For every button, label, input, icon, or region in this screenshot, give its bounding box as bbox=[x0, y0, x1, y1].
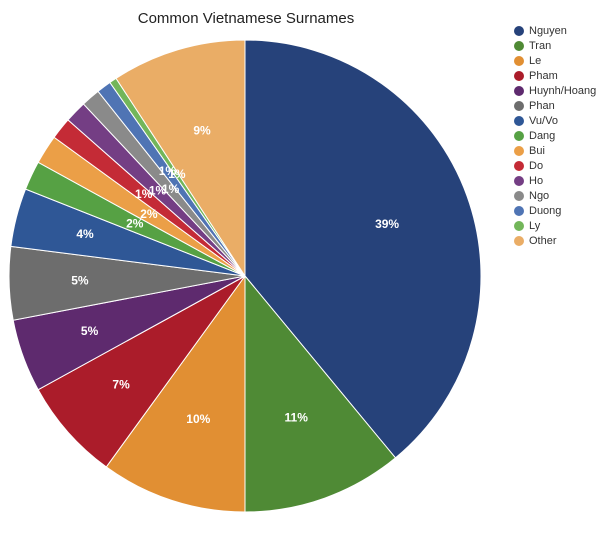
legend-label: Do bbox=[529, 160, 544, 172]
legend-label: Other bbox=[529, 235, 557, 247]
legend: Nguyen Tran Le Pham Huynh/Hoang Phan Vu/Vo Dang… bbox=[514, 24, 596, 249]
legend-item: Phan bbox=[514, 99, 596, 114]
legend-label: Ngo bbox=[529, 190, 550, 202]
legend-label: Le bbox=[529, 55, 542, 67]
legend-label: Ly bbox=[529, 220, 541, 232]
slice-label-nguyen: 39% bbox=[375, 217, 399, 231]
pie-chart: 39%11%10%7%5%5%4%2%2%1%1%1%1%1%9% bbox=[8, 39, 482, 513]
slice-label-duong: 1% bbox=[159, 164, 177, 178]
legend-label: Phan bbox=[529, 100, 555, 112]
slice-label-do: 1% bbox=[135, 187, 153, 201]
legend-label: Ho bbox=[529, 175, 544, 187]
pie-slice-le bbox=[105, 274, 246, 513]
legend-item: Ngo bbox=[514, 189, 596, 204]
slice-label-tran: 11% bbox=[285, 410, 309, 424]
legend-swatch bbox=[514, 100, 524, 111]
legend-label: Duong bbox=[529, 205, 562, 217]
legend-item: Ho bbox=[514, 174, 596, 189]
legend-item: Pham bbox=[514, 69, 596, 84]
legend-label: Vu/Vo bbox=[529, 115, 558, 127]
legend-item: Other bbox=[514, 234, 596, 249]
legend-swatch bbox=[514, 145, 524, 156]
legend-item: Bui bbox=[514, 144, 596, 159]
legend-swatch bbox=[514, 235, 524, 246]
legend-swatch bbox=[514, 40, 524, 51]
slice-label-other: 9% bbox=[193, 123, 211, 137]
legend-swatch bbox=[514, 205, 524, 216]
slice-label-ho: 1% bbox=[149, 183, 167, 197]
pie-slice-nguyen bbox=[244, 39, 482, 459]
legend-label: Pham bbox=[529, 70, 558, 82]
slice-label-bui: 2% bbox=[140, 207, 158, 221]
pie-slice-other bbox=[115, 39, 246, 278]
legend-label: Dang bbox=[529, 130, 556, 142]
legend-item: Nguyen bbox=[514, 24, 596, 39]
legend-swatch bbox=[514, 55, 524, 66]
legend-swatch bbox=[514, 115, 524, 126]
legend-label: Nguyen bbox=[529, 25, 567, 37]
legend-item: Ly bbox=[514, 219, 596, 234]
legend-swatch bbox=[514, 220, 524, 231]
legend-swatch bbox=[514, 175, 524, 186]
legend-swatch bbox=[514, 190, 524, 201]
legend-label: Huynh/Hoang bbox=[529, 85, 597, 97]
slice-label-phan: 5% bbox=[71, 273, 89, 287]
legend-swatch bbox=[514, 130, 524, 141]
legend-item: Dang bbox=[514, 129, 596, 144]
legend-swatch bbox=[514, 85, 524, 96]
slice-label-ly: 1% bbox=[168, 167, 186, 181]
slice-label-dang: 2% bbox=[126, 216, 144, 230]
pie-slice-tran bbox=[244, 274, 397, 513]
slice-label-ngo: 1% bbox=[162, 182, 180, 196]
slice-label-le: 10% bbox=[186, 412, 210, 426]
legend-swatch bbox=[514, 160, 524, 171]
slice-label-pham: 7% bbox=[112, 377, 130, 391]
legend-item: Vu/Vo bbox=[514, 114, 596, 129]
legend-swatch bbox=[514, 25, 524, 36]
slice-label-vu-vo: 4% bbox=[76, 227, 94, 241]
legend-swatch bbox=[514, 70, 524, 81]
chart-title: Common Vietnamese Surnames bbox=[137, 10, 355, 27]
legend-item: Le bbox=[514, 54, 596, 69]
legend-item: Duong bbox=[514, 204, 596, 219]
legend-item: Huynh/Hoang bbox=[514, 84, 596, 99]
legend-label: Bui bbox=[529, 145, 545, 157]
pie-slice-pham bbox=[37, 275, 246, 468]
legend-label: Tran bbox=[529, 40, 552, 52]
slice-label-huynh-hoang: 5% bbox=[81, 324, 99, 338]
legend-item: Tran bbox=[514, 39, 596, 54]
legend-item: Do bbox=[514, 159, 596, 174]
